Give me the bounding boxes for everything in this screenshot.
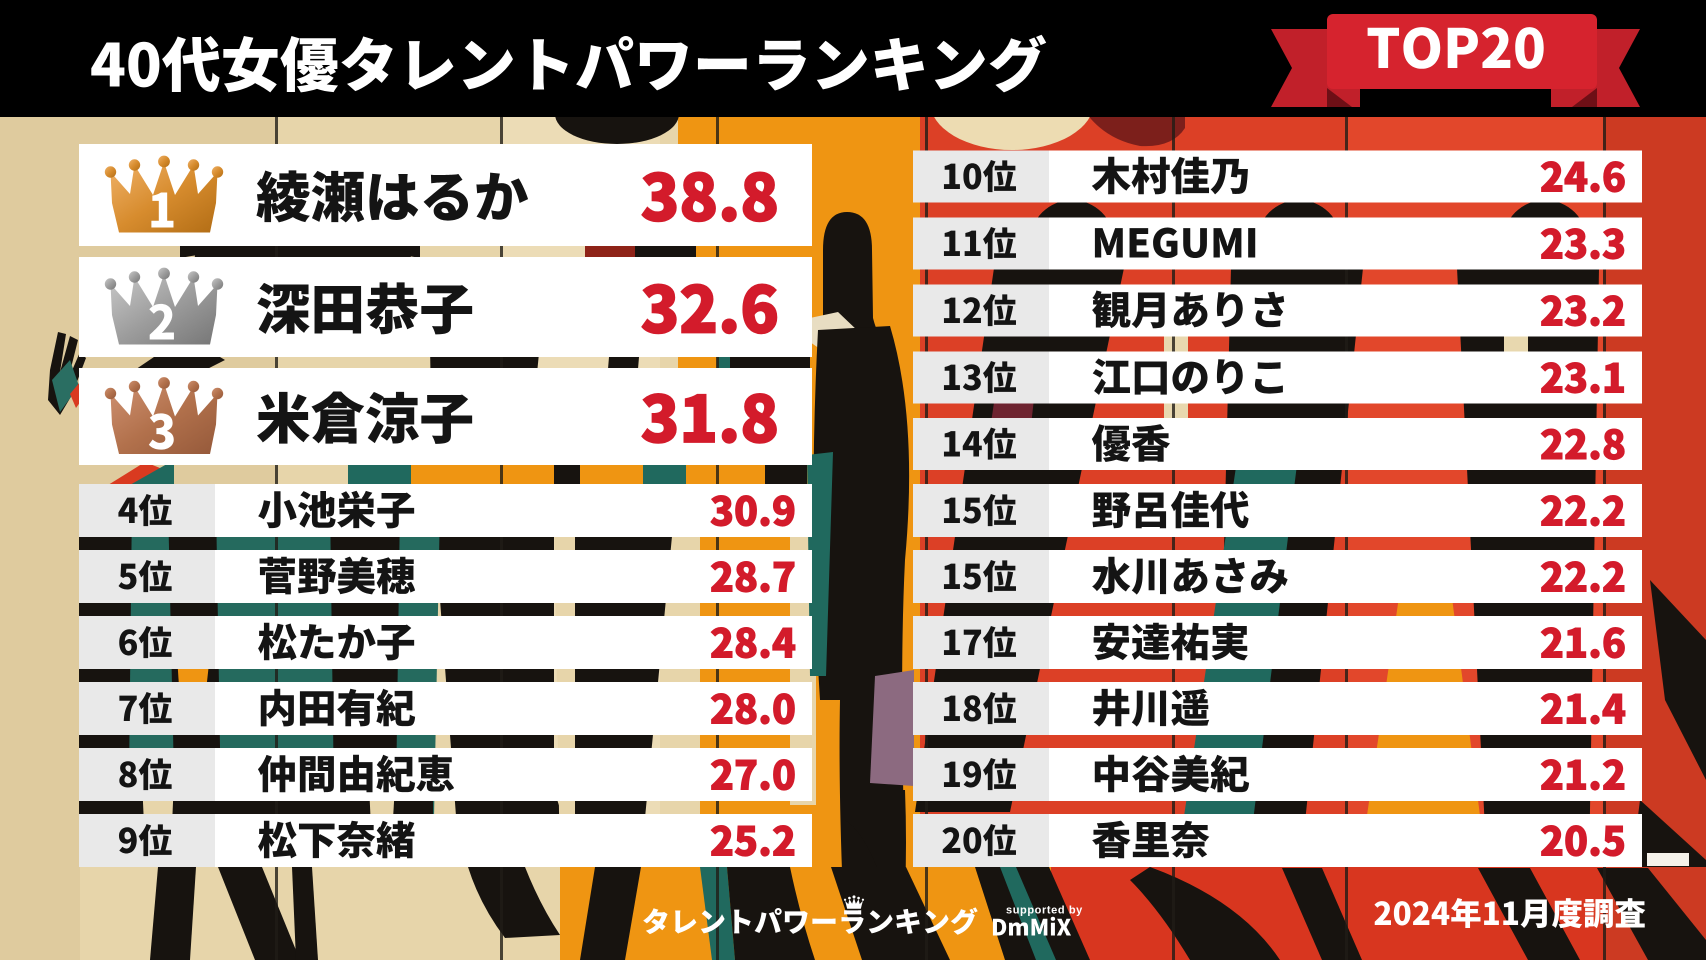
- svg-text:supported by: supported by: [1006, 905, 1083, 917]
